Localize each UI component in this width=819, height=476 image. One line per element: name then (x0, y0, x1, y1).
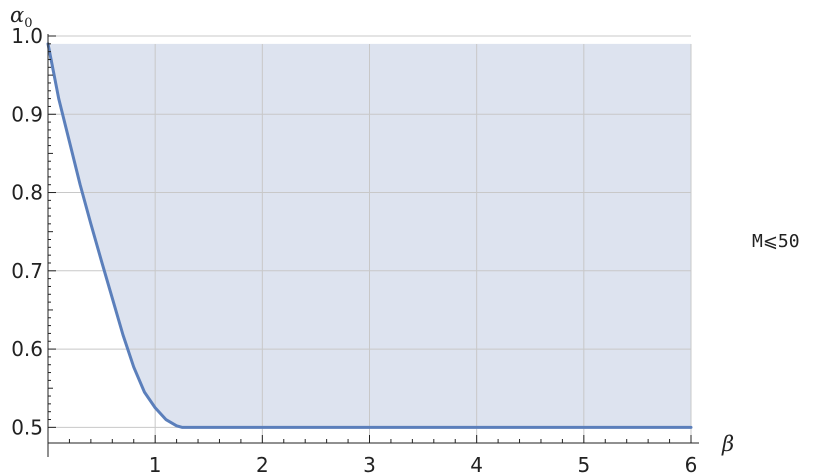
y-tick-label: 0.8 (11, 181, 43, 205)
x-tick-label: 1 (149, 453, 162, 476)
x-tick-label: 4 (470, 453, 483, 476)
axis-layer (47, 34, 699, 457)
x-axis-title: β (721, 432, 734, 456)
x-tick-label: 3 (363, 453, 376, 476)
y-tick-label: 0.6 (11, 337, 43, 361)
series-line (46, 42, 693, 429)
x-tick-label: 2 (256, 453, 269, 476)
y-tick-label: 1.0 (11, 24, 43, 48)
x-tick-label: 5 (577, 453, 590, 476)
y-tick-label: 0.7 (11, 259, 43, 283)
x-tick-label: 6 (685, 453, 698, 476)
y-axis-title-main: α (10, 3, 24, 27)
y-tick-label: 0.9 (11, 102, 43, 126)
label-layer: 1 2 3 4 5 6 0.5 0.6 0.7 0.8 0.9 1.0 (11, 24, 697, 476)
y-tick-label: 0.5 (11, 415, 43, 439)
y-axis-title-subscript: 0 (24, 16, 32, 31)
grid-layer (48, 35, 692, 443)
constraint-label: M⩽50 (752, 231, 800, 252)
y-axis-title: α0 (10, 3, 32, 31)
series-layer (46, 42, 693, 429)
